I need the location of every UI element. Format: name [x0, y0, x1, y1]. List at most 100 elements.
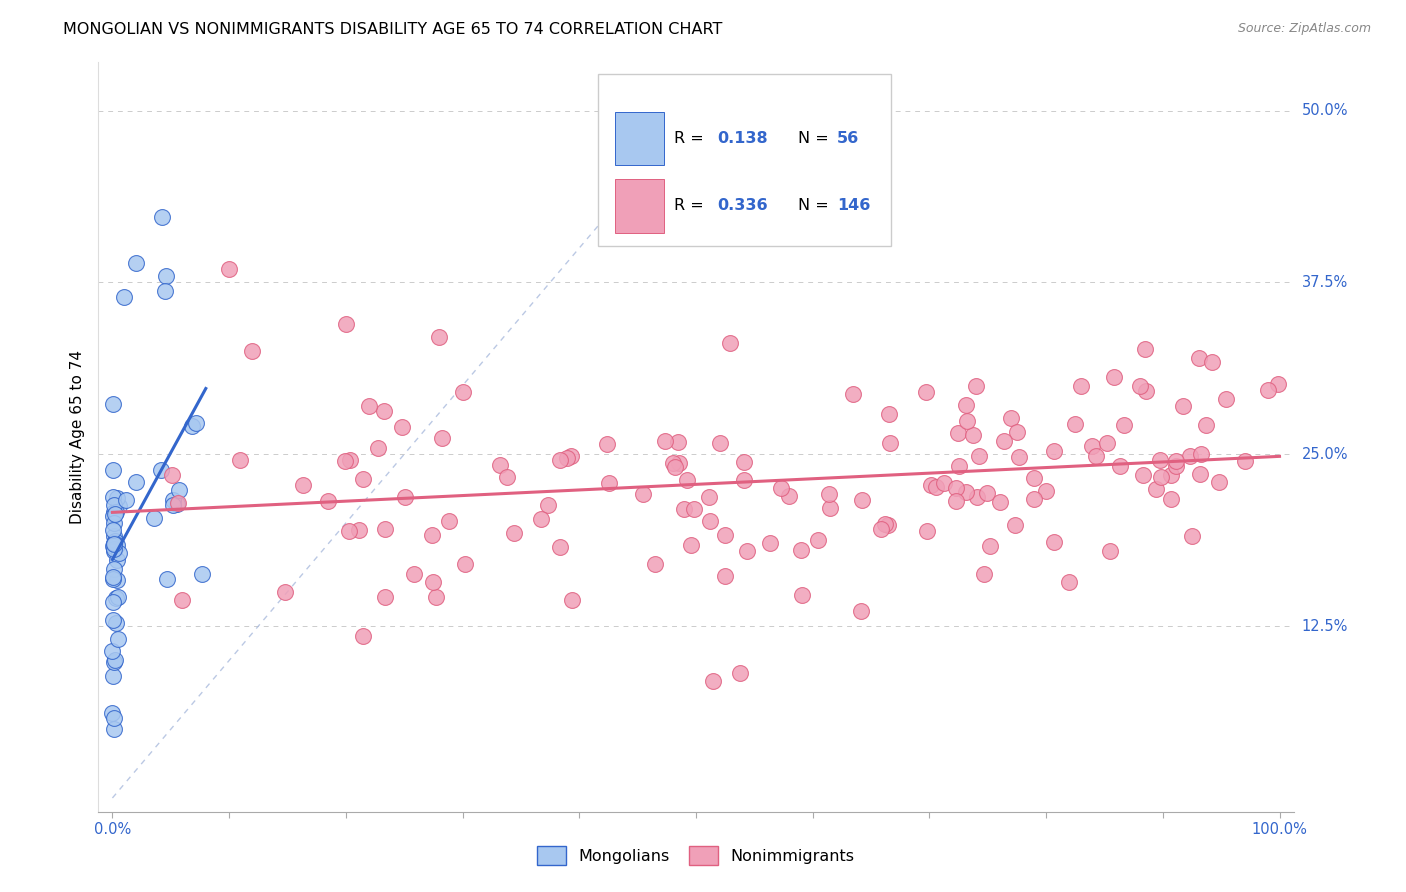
Point — [186, 417, 208, 431]
Point — [560, 450, 582, 464]
Point — [714, 568, 737, 582]
Point — [1178, 449, 1201, 463]
Point — [1022, 491, 1045, 506]
Point — [644, 557, 666, 571]
Point — [103, 537, 125, 551]
Point — [561, 593, 583, 607]
Point — [427, 330, 450, 344]
Point — [114, 493, 136, 508]
Point — [681, 538, 703, 552]
Point — [1081, 439, 1104, 453]
Point — [103, 463, 125, 477]
Point — [673, 502, 696, 516]
Point — [149, 463, 172, 477]
Point — [654, 434, 676, 449]
Point — [697, 490, 720, 504]
Point — [1164, 454, 1187, 468]
Point — [955, 398, 977, 412]
Point — [337, 524, 360, 538]
Point — [807, 533, 830, 547]
Point — [1000, 411, 1022, 425]
Point — [425, 590, 447, 604]
Point — [666, 434, 689, 449]
Point — [946, 426, 969, 441]
Point — [728, 666, 751, 681]
Point — [104, 505, 127, 519]
Point — [437, 514, 460, 528]
Point — [373, 403, 395, 417]
Point — [489, 458, 512, 473]
Point — [107, 591, 129, 605]
Text: N =: N = — [797, 198, 828, 213]
Point — [335, 317, 357, 331]
Point — [841, 386, 863, 401]
Point — [422, 574, 444, 589]
Point — [339, 453, 361, 467]
Point — [150, 210, 173, 224]
Point — [1135, 384, 1157, 399]
Point — [988, 495, 1011, 509]
Text: 0.336: 0.336 — [717, 198, 768, 213]
Point — [1267, 376, 1289, 391]
Point — [430, 431, 453, 445]
Point — [454, 558, 477, 572]
Point — [770, 482, 793, 496]
Text: 0.138: 0.138 — [717, 131, 768, 146]
Point — [664, 460, 686, 475]
Point — [103, 539, 125, 553]
Point — [1057, 574, 1080, 589]
Point — [1084, 449, 1107, 463]
Point — [1022, 471, 1045, 485]
Point — [1063, 417, 1085, 431]
Text: 12.5%: 12.5% — [1302, 619, 1348, 633]
Point — [851, 493, 873, 508]
Point — [1008, 450, 1031, 464]
Point — [101, 397, 124, 411]
Point — [529, 512, 551, 526]
Point — [316, 493, 339, 508]
Point — [291, 478, 314, 492]
Point — [1112, 417, 1135, 432]
Point — [1144, 482, 1167, 496]
Point — [714, 528, 737, 542]
Point — [104, 591, 127, 605]
Point — [104, 653, 127, 667]
Point — [1099, 543, 1122, 558]
Point — [103, 722, 125, 736]
Point — [979, 540, 1001, 554]
Point — [404, 567, 426, 582]
Point — [849, 604, 872, 618]
Point — [103, 544, 125, 558]
Point — [1042, 534, 1064, 549]
Point — [108, 499, 131, 513]
Point — [352, 629, 374, 643]
Point — [218, 261, 240, 276]
Point — [1109, 459, 1132, 474]
Point — [1095, 436, 1118, 450]
Point — [920, 478, 942, 492]
Point — [103, 711, 125, 725]
Point — [548, 540, 571, 554]
Point — [170, 593, 193, 607]
Point — [1160, 467, 1182, 482]
Point — [932, 476, 955, 491]
Point — [1042, 444, 1064, 458]
Point — [103, 542, 125, 557]
Point — [101, 669, 124, 683]
Text: MONGOLIAN VS NONIMMIGRANTS DISABILITY AGE 65 TO 74 CORRELATION CHART: MONGOLIAN VS NONIMMIGRANTS DISABILITY AG… — [63, 22, 723, 37]
Point — [702, 674, 724, 689]
Point — [1035, 483, 1057, 498]
Point — [915, 524, 938, 539]
Point — [101, 644, 124, 658]
Point — [167, 483, 190, 498]
Text: R =: R = — [675, 131, 704, 146]
Point — [103, 595, 125, 609]
Point — [103, 498, 125, 512]
Point — [420, 527, 443, 541]
Point — [818, 487, 841, 501]
Point — [1181, 529, 1204, 543]
Point — [103, 516, 125, 530]
Point — [103, 535, 125, 549]
Point — [596, 437, 619, 451]
Point — [101, 572, 124, 586]
